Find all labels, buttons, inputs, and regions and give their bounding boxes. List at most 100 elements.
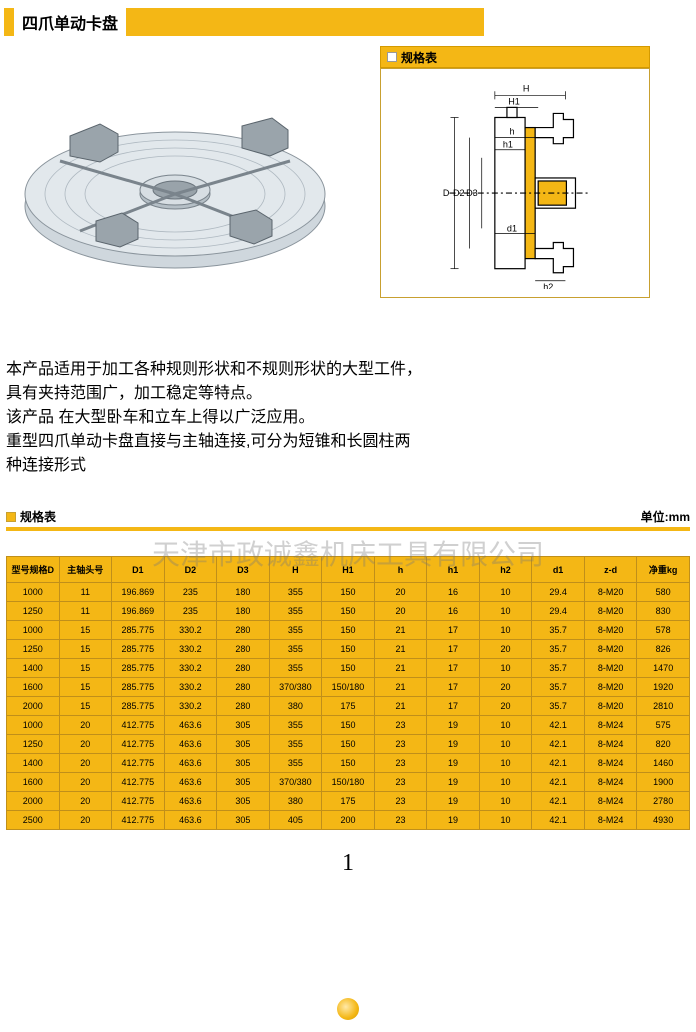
table-cell: 412.775 bbox=[112, 792, 165, 811]
dim-H: H bbox=[523, 83, 530, 93]
table-row: 100020412.775463.630535515023191042.18-M… bbox=[7, 716, 690, 735]
spec-header: 规格表 bbox=[380, 46, 650, 68]
table-cell: 42.1 bbox=[532, 754, 585, 773]
table-cell: 150/180 bbox=[322, 773, 375, 792]
table-cell: 463.6 bbox=[164, 811, 217, 830]
square-icon bbox=[387, 52, 397, 62]
table-col-header: H1 bbox=[322, 557, 375, 583]
table-cell: 330.2 bbox=[164, 659, 217, 678]
table-cell: 42.1 bbox=[532, 811, 585, 830]
table-cell: 330.2 bbox=[164, 621, 217, 640]
table-col-header: H bbox=[269, 557, 322, 583]
table-row: 100011196.86923518035515020161029.48-M20… bbox=[7, 583, 690, 602]
table-cell: 15 bbox=[59, 697, 112, 716]
table-cell: 19 bbox=[427, 716, 480, 735]
table-cell: 15 bbox=[59, 678, 112, 697]
table-cell: 305 bbox=[217, 735, 270, 754]
table-cell: 8-M20 bbox=[584, 602, 637, 621]
table-cell: 17 bbox=[427, 659, 480, 678]
table-cell: 280 bbox=[217, 621, 270, 640]
table-header-row: 规格表 单位:mm bbox=[6, 508, 690, 525]
table-cell: 17 bbox=[427, 621, 480, 640]
table-cell: 20 bbox=[374, 602, 427, 621]
table-cell: 8-M20 bbox=[584, 697, 637, 716]
table-cell: 1470 bbox=[637, 659, 690, 678]
table-cell: 305 bbox=[217, 792, 270, 811]
table-cell: 355 bbox=[269, 659, 322, 678]
table-row: 200015285.775330.228038017521172035.78-M… bbox=[7, 697, 690, 716]
table-cell: 20 bbox=[479, 678, 532, 697]
table-cell: 285.775 bbox=[112, 659, 165, 678]
spec-table: 型号规格D主轴头号D1D2D3HH1hh1h2d1z-d净重kg 1000111… bbox=[6, 556, 690, 830]
table-cell: 8-M24 bbox=[584, 773, 637, 792]
table-row: 160020412.775463.6305370/380150/18023191… bbox=[7, 773, 690, 792]
table-cell: 280 bbox=[217, 697, 270, 716]
table-row: 140020412.775463.630535515023191042.18-M… bbox=[7, 754, 690, 773]
table-cell: 305 bbox=[217, 754, 270, 773]
table-cell: 280 bbox=[217, 640, 270, 659]
table-cell: 285.775 bbox=[112, 697, 165, 716]
table-cell: 1900 bbox=[637, 773, 690, 792]
table-cell: 42.1 bbox=[532, 716, 585, 735]
table-cell: 11 bbox=[59, 583, 112, 602]
table-cell: 305 bbox=[217, 716, 270, 735]
table-cell: 355 bbox=[269, 583, 322, 602]
table-col-header: 型号规格D bbox=[7, 557, 60, 583]
table-cell: 370/380 bbox=[269, 773, 322, 792]
table-row: 125011196.86923518035515020161029.48-M20… bbox=[7, 602, 690, 621]
table-cell: 2000 bbox=[7, 697, 60, 716]
spec-box: 规格表 bbox=[380, 46, 650, 298]
dim-D3: D3 bbox=[466, 188, 478, 198]
table-cell: 35.7 bbox=[532, 697, 585, 716]
table-cell: 17 bbox=[427, 697, 480, 716]
table-cell: 21 bbox=[374, 640, 427, 659]
table-cell: 285.775 bbox=[112, 640, 165, 659]
table-cell: 578 bbox=[637, 621, 690, 640]
table-cell: 21 bbox=[374, 678, 427, 697]
table-cell: 17 bbox=[427, 640, 480, 659]
table-cell: 180 bbox=[217, 602, 270, 621]
table-row: 200020412.775463.630538017523191042.18-M… bbox=[7, 792, 690, 811]
desc-line: 本产品适用于加工各种规则形状和不规则形状的大型工件， bbox=[6, 358, 686, 382]
table-cell: 380 bbox=[269, 697, 322, 716]
table-cell: 180 bbox=[217, 583, 270, 602]
table-cell: 150 bbox=[322, 735, 375, 754]
table-row: 140015285.775330.228035515021171035.78-M… bbox=[7, 659, 690, 678]
table-cell: 150/180 bbox=[322, 678, 375, 697]
table-cell: 11 bbox=[59, 602, 112, 621]
table-cell: 175 bbox=[322, 697, 375, 716]
table-cell: 23 bbox=[374, 773, 427, 792]
table-cell: 21 bbox=[374, 659, 427, 678]
table-cell: 196.869 bbox=[112, 583, 165, 602]
table-cell: 580 bbox=[637, 583, 690, 602]
table-cell: 21 bbox=[374, 697, 427, 716]
table-cell: 10 bbox=[479, 621, 532, 640]
dim-h2: h2 bbox=[543, 282, 553, 289]
table-cell: 235 bbox=[164, 583, 217, 602]
table-cell: 10 bbox=[479, 811, 532, 830]
table-col-header: 净重kg bbox=[637, 557, 690, 583]
table-cell: 1920 bbox=[637, 678, 690, 697]
footer-dot-icon bbox=[337, 998, 359, 1020]
table-cell: 330.2 bbox=[164, 697, 217, 716]
table-cell: 21 bbox=[374, 621, 427, 640]
table-cell: 196.869 bbox=[112, 602, 165, 621]
table-cell: 830 bbox=[637, 602, 690, 621]
table-cell: 355 bbox=[269, 716, 322, 735]
table-cell: 10 bbox=[479, 659, 532, 678]
table-col-header: z-d bbox=[584, 557, 637, 583]
table-cell: 150 bbox=[322, 640, 375, 659]
table-cell: 150 bbox=[322, 583, 375, 602]
product-image bbox=[0, 46, 360, 296]
table-cell: 20 bbox=[374, 583, 427, 602]
table-cell: 1400 bbox=[7, 659, 60, 678]
table-cell: 19 bbox=[427, 811, 480, 830]
table-cell: 280 bbox=[217, 678, 270, 697]
table-cell: 355 bbox=[269, 735, 322, 754]
table-cell: 1400 bbox=[7, 754, 60, 773]
table-cell: 42.1 bbox=[532, 735, 585, 754]
table-cell: 10 bbox=[479, 773, 532, 792]
table-cell: 355 bbox=[269, 621, 322, 640]
table-cell: 20 bbox=[479, 640, 532, 659]
table-col-header: h1 bbox=[427, 557, 480, 583]
